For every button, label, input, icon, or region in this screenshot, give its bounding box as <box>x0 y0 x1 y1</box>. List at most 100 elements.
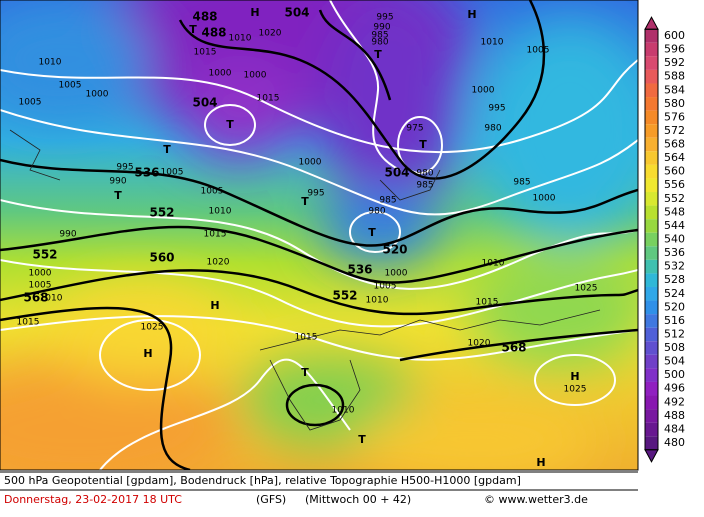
pressure-center: H <box>143 347 152 360</box>
contour-label: 1025 <box>141 323 164 333</box>
contour-label: 975 <box>406 124 423 134</box>
colorbar-label: 484 <box>664 422 685 435</box>
contour-label: 980 <box>484 124 501 134</box>
colorbar-arrow-top <box>644 16 659 30</box>
colorbar-label: 536 <box>664 246 685 259</box>
contour-label: 552 <box>149 206 174 220</box>
contour-label: 536 <box>347 263 372 277</box>
contour-label: 1000 <box>299 158 322 168</box>
colorbar-swatch <box>645 395 658 410</box>
contour-label: 552 <box>32 248 57 262</box>
colorbar-label: 548 <box>664 205 685 218</box>
contour-label: 1025 <box>564 385 587 395</box>
colorbar-swatch <box>645 286 658 301</box>
contour-label: 1005 <box>29 281 52 291</box>
contour-label: 1000 <box>385 269 408 279</box>
map-area <box>0 0 638 470</box>
colorbar-label: 540 <box>664 233 685 246</box>
colorbar-label: 508 <box>664 341 685 354</box>
contour-label: 1010 <box>481 38 504 48</box>
pressure-center: H <box>536 456 545 469</box>
colorbar-label: 576 <box>664 110 685 123</box>
contour-label: 552 <box>332 289 357 303</box>
contour-label: 985 <box>416 181 433 191</box>
colorbar-swatch <box>645 124 658 138</box>
contour-label: 1005 <box>527 46 550 56</box>
colorbar-swatch <box>645 368 658 382</box>
colorbar-swatch <box>645 422 658 437</box>
contour-label: 995 <box>488 104 505 114</box>
footer-model: (GFS) <box>256 493 286 506</box>
colorbar-label: 520 <box>664 300 685 313</box>
colorbar-swatch <box>645 354 658 369</box>
contour-label: 990 <box>59 230 76 240</box>
contour-label: 1010 <box>209 207 232 217</box>
contour-label: 1010 <box>482 259 505 269</box>
pressure-center: T <box>226 118 234 131</box>
colorbar-swatch <box>645 219 658 233</box>
contour-label: 1010 <box>229 34 252 44</box>
colorbar-swatch <box>645 327 658 342</box>
colorbar-swatch <box>645 69 658 84</box>
colorbar: 6005965925885845805765725685645605565525… <box>644 16 685 463</box>
contour-label: 980 <box>416 169 433 179</box>
footer-site: © www.wetter3.de <box>484 493 588 506</box>
contour-label: 1005 <box>201 187 224 197</box>
colorbar-label: 492 <box>664 395 685 408</box>
colorbar-swatch <box>645 192 658 206</box>
contour-label: 504 <box>284 6 309 20</box>
contour-label: 1015 <box>194 48 217 58</box>
contour-label: 1000 <box>244 71 267 81</box>
colorbar-label: 588 <box>664 70 685 83</box>
colorbar-swatch <box>645 29 658 43</box>
contour-label: 1015 <box>295 333 318 343</box>
colorbar-label: 560 <box>664 165 685 178</box>
pressure-center: T <box>301 195 309 208</box>
contour-label: 995 <box>116 163 133 173</box>
colorbar-label: 584 <box>664 83 685 96</box>
contour-label: 995 <box>307 189 324 199</box>
contour-label: 1000 <box>29 269 52 279</box>
contour-label: 1005 <box>161 168 184 178</box>
colorbar-swatch <box>645 314 658 328</box>
colorbar-swatch <box>645 259 658 274</box>
pressure-center: T <box>301 366 309 379</box>
colorbar-label: 500 <box>664 368 685 381</box>
colorbar-label: 516 <box>664 314 685 327</box>
contour-label: 1015 <box>257 94 280 104</box>
pressure-center: T <box>374 48 382 61</box>
colorbar-swatch <box>645 178 658 193</box>
colorbar-label: 596 <box>664 43 685 56</box>
contour-label: 1010 <box>39 58 62 68</box>
contour-label: 560 <box>149 251 174 265</box>
colorbar-label: 556 <box>664 178 685 191</box>
pressure-center: H <box>210 299 219 312</box>
pressure-center: T <box>163 143 171 156</box>
colorbar-label: 572 <box>664 124 685 137</box>
contour-label: 1000 <box>472 86 495 96</box>
pressure-center: T <box>189 23 197 36</box>
colorbar-swatch <box>645 246 658 260</box>
contour-label: 1020 <box>207 258 230 268</box>
colorbar-label: 512 <box>664 327 685 340</box>
contour-label: 995 <box>376 13 393 23</box>
contour-label: 504 <box>192 96 217 110</box>
contour-label: 1005 <box>59 81 82 91</box>
contour-label: 1015 <box>476 298 499 308</box>
colorbar-swatch <box>645 436 658 450</box>
contour-label: 990 <box>109 177 126 187</box>
pressure-center: H <box>467 8 476 21</box>
colorbar-swatch <box>645 164 658 179</box>
contour-label: 568 <box>501 341 526 355</box>
colorbar-swatch <box>645 232 658 247</box>
contour-label: 1010 <box>332 406 355 416</box>
colorbar-swatch <box>645 205 658 220</box>
contour-label: 1015 <box>17 318 40 328</box>
colorbar-swatch <box>645 137 658 152</box>
colorbar-swatch <box>645 56 658 70</box>
colorbar-swatch <box>645 97 658 111</box>
colorbar-swatch <box>645 273 658 287</box>
contour-label: 1005 <box>374 282 397 292</box>
